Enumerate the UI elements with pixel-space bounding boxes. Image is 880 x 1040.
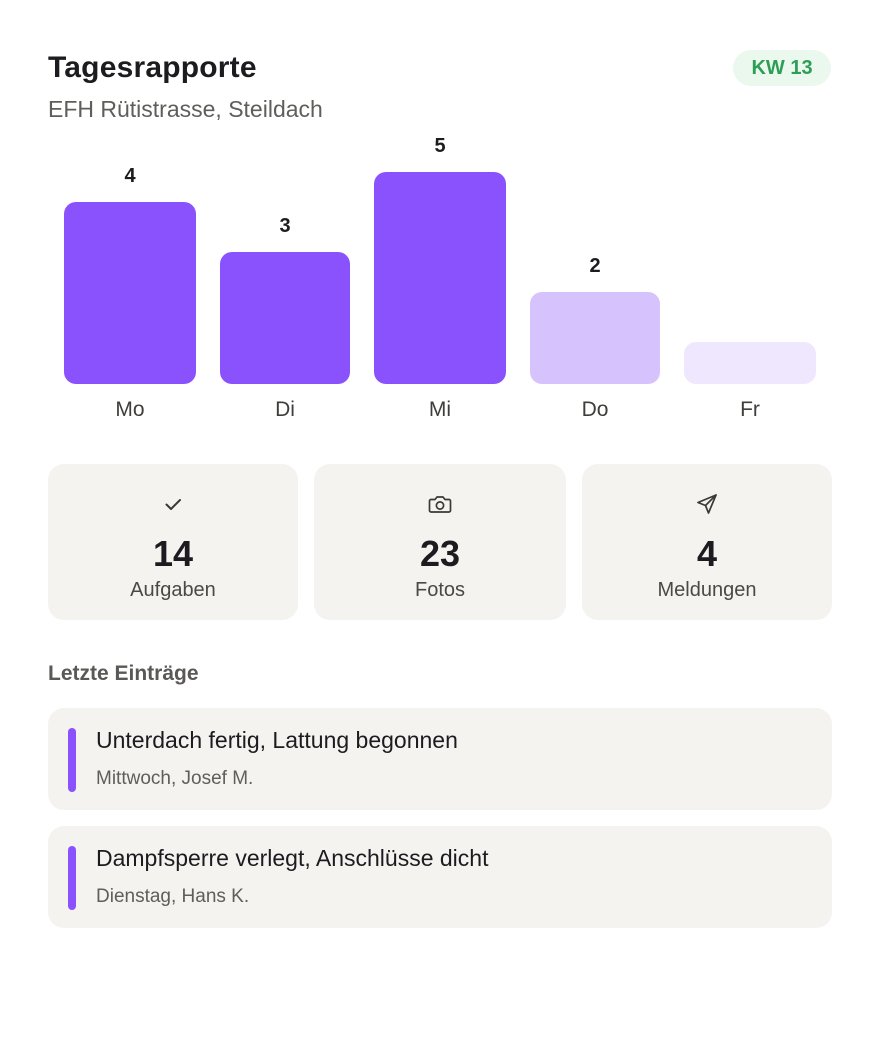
stat-photos-label: Fotos bbox=[414, 579, 466, 601]
week-badge: KW 13 bbox=[733, 50, 831, 86]
stat-photos[interactable]: 23 Fotos bbox=[314, 464, 566, 620]
bar-do[interactable] bbox=[530, 292, 660, 384]
bar-column-mo[interactable]: 4 Mo bbox=[64, 0, 196, 430]
bar-category-label: Do bbox=[581, 398, 609, 421]
entry-title: Dampfsperre verlegt, Anschlüsse dicht bbox=[96, 845, 489, 871]
stat-tasks-label: Aufgaben bbox=[130, 579, 216, 601]
bar-value-label: 2 bbox=[589, 255, 601, 277]
bar-fr[interactable] bbox=[684, 342, 816, 384]
recent-entries-heading: Letzte Einträge bbox=[48, 662, 199, 685]
bar-value-label: 4 bbox=[124, 165, 136, 187]
bar-column-di[interactable]: 3 Di bbox=[220, 0, 350, 430]
entry-accent-bar bbox=[68, 728, 76, 792]
stat-messages-label: Meldungen bbox=[657, 579, 757, 601]
stat-tasks-value: 14 bbox=[152, 533, 194, 574]
bar-category-label: Fr bbox=[740, 398, 760, 421]
entry-accent-bar bbox=[68, 846, 76, 910]
bar-value-label: 3 bbox=[279, 215, 291, 237]
check-icon bbox=[48, 492, 298, 516]
daily-reports-bar-chart: 4 Mo 3 Di 5 Mi 2 Do Fr bbox=[0, 0, 880, 440]
send-icon bbox=[582, 492, 832, 516]
stat-messages-value: 4 bbox=[696, 533, 718, 574]
bar-mo[interactable] bbox=[64, 202, 196, 384]
entry-meta: Dienstag, Hans K. bbox=[96, 886, 250, 907]
bar-column-mi[interactable]: 5 Mi bbox=[374, 0, 506, 430]
camera-icon bbox=[314, 492, 566, 516]
bar-value-label: 5 bbox=[434, 135, 446, 157]
bar-di[interactable] bbox=[220, 252, 350, 384]
stat-photos-value: 23 bbox=[419, 533, 461, 574]
stat-tasks[interactable]: 14 Aufgaben bbox=[48, 464, 298, 620]
bar-category-label: Di bbox=[275, 398, 295, 421]
bar-mi[interactable] bbox=[374, 172, 506, 384]
list-item[interactable]: Dampfsperre verlegt, Anschlüsse dicht Di… bbox=[48, 826, 832, 928]
stat-messages[interactable]: 4 Meldungen bbox=[582, 464, 832, 620]
bar-column-fr[interactable]: Fr bbox=[684, 0, 816, 430]
page-title: Tagesrapporte bbox=[48, 51, 257, 84]
list-item[interactable]: Unterdach fertig, Lattung begonnen Mittw… bbox=[48, 708, 832, 810]
entry-meta: Mittwoch, Josef M. bbox=[96, 768, 254, 789]
bar-category-label: Mi bbox=[428, 398, 452, 421]
project-subtitle: EFH Rütistrasse, Steildach bbox=[48, 96, 323, 122]
bar-column-do[interactable]: 2 Do bbox=[530, 0, 660, 430]
entry-title: Unterdach fertig, Lattung begonnen bbox=[96, 727, 458, 753]
bar-category-label: Mo bbox=[115, 398, 145, 421]
